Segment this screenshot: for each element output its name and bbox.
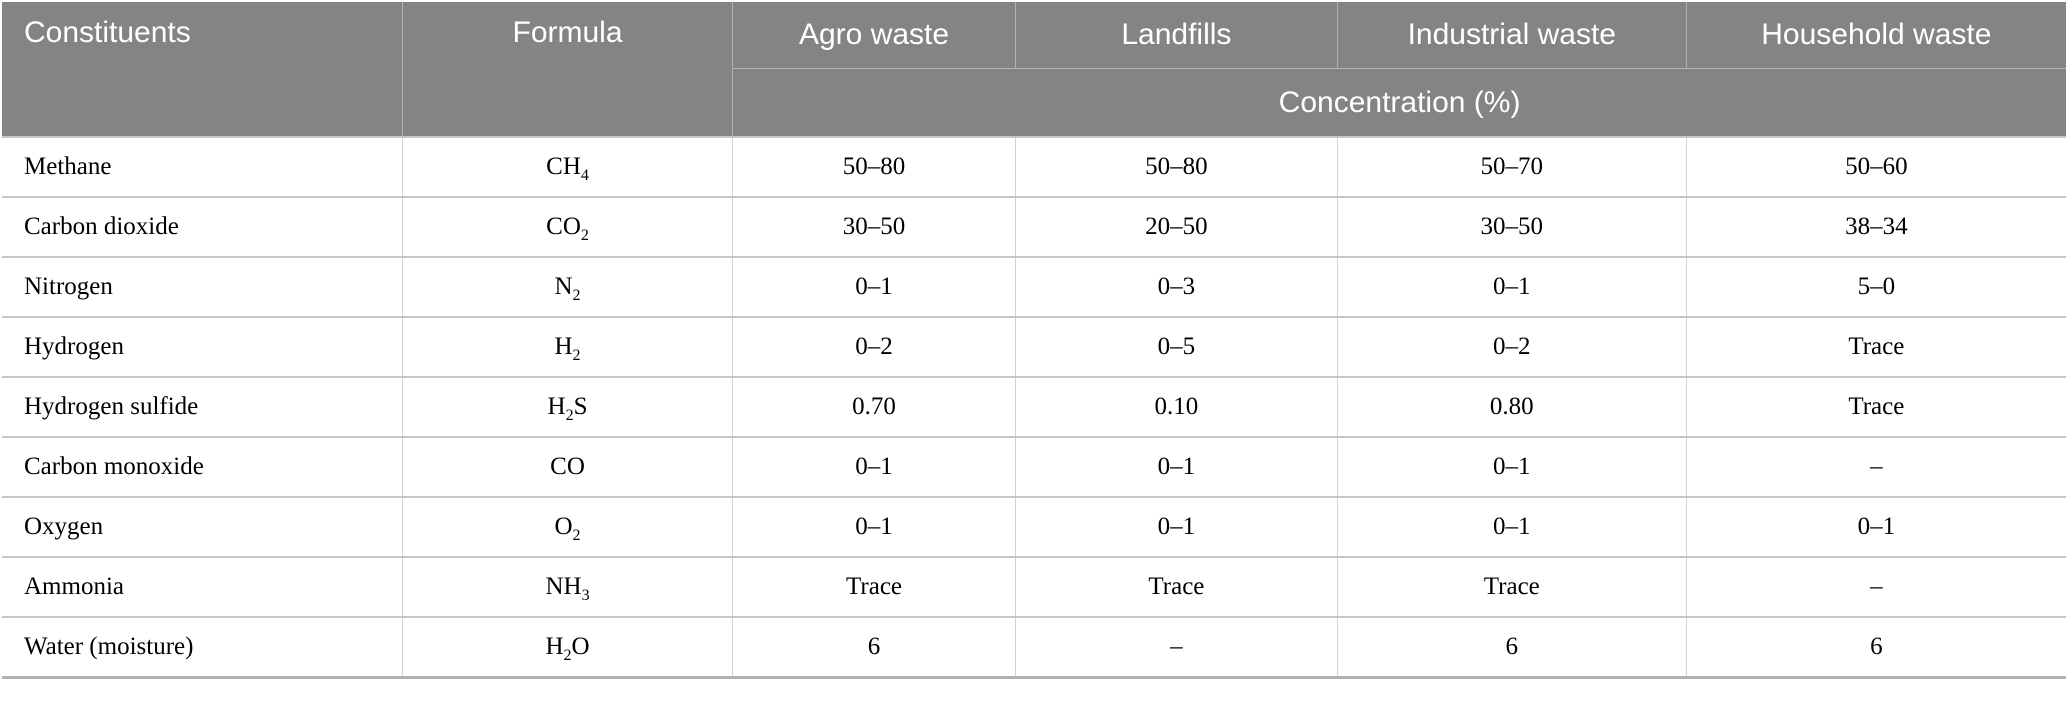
- constituent-cell: Oxygen: [2, 496, 403, 557]
- table-body: Methane CH4 50–80 50–80 50–70 50–60 Carb…: [2, 136, 2066, 679]
- table-row-ammonia: Ammonia NH3 Trace Trace Trace –: [2, 556, 2066, 617]
- constituents-concentration-table: Constituents Formula Agro waste Landfill…: [2, 2, 2066, 679]
- formula-cell: H2: [401, 316, 733, 377]
- value-cell-household: 38–34: [1685, 196, 2066, 257]
- concentration-span-header: Concentration (%): [732, 68, 2066, 137]
- formula-base: H: [547, 393, 566, 420]
- formula-base: CO: [546, 213, 581, 240]
- value-cell-agro: 0–1: [732, 256, 1016, 317]
- constituent-cell: Hydrogen: [2, 316, 403, 377]
- value-cell-landfills: –: [1014, 616, 1338, 679]
- formula-tail: S: [573, 393, 588, 420]
- table-row-nitrogen: Nitrogen N2 0–1 0–3 0–1 5–0: [2, 256, 2066, 317]
- formula-subscript: 2: [572, 287, 581, 304]
- value-cell-agro: 0–1: [732, 436, 1016, 497]
- formula-cell: O2: [401, 496, 733, 557]
- table-row-methane: Methane CH4 50–80 50–80 50–70 50–60: [2, 136, 2066, 197]
- formula-base: NH: [545, 573, 582, 600]
- value-cell-industrial: 0–1: [1336, 496, 1687, 557]
- col-header-industrial-waste: Industrial waste: [1336, 2, 1687, 69]
- formula-subscript: 2: [563, 647, 572, 664]
- value-cell-landfills: 0–5: [1014, 316, 1338, 377]
- value-cell-household: 5–0: [1685, 256, 2066, 317]
- formula-subscript: 2: [572, 347, 581, 364]
- table-row-hydrogen-sulfide: Hydrogen sulfide H2S 0.70 0.10 0.80 Trac…: [2, 376, 2066, 437]
- header-row-columns: Constituents Formula Agro waste Landfill…: [2, 2, 2066, 137]
- constituent-cell: Carbon monoxide: [2, 436, 403, 497]
- value-cell-household: –: [1685, 436, 2066, 497]
- constituent-cell: Methane: [2, 136, 403, 197]
- formula-base: N: [554, 273, 573, 300]
- formula-base: H: [545, 633, 564, 660]
- value-cell-agro: 6: [732, 616, 1016, 679]
- value-cell-landfills: Trace: [1014, 556, 1338, 617]
- value-cell-industrial: 0–2: [1336, 316, 1687, 377]
- formula-base: O: [554, 513, 573, 540]
- value-cell-landfills: 0.10: [1014, 376, 1338, 437]
- formula-subscript: 2: [565, 407, 574, 424]
- value-cell-industrial: 6: [1336, 616, 1687, 679]
- constituent-cell: Carbon dioxide: [2, 196, 403, 257]
- col-header-agro-waste: Agro waste: [732, 2, 1016, 69]
- formula-cell: H2S: [401, 376, 733, 437]
- table-row-hydrogen: Hydrogen H2 0–2 0–5 0–2 Trace: [2, 316, 2066, 377]
- value-cell-agro: 0.70: [732, 376, 1016, 437]
- value-cell-agro: 0–1: [732, 496, 1016, 557]
- formula-base: CO: [550, 453, 585, 480]
- formula-subscript: 2: [580, 227, 589, 244]
- value-cell-household: Trace: [1685, 316, 2066, 377]
- value-cell-industrial: 0–1: [1336, 256, 1687, 317]
- col-header-landfills: Landfills: [1014, 2, 1338, 69]
- value-cell-household: 0–1: [1685, 496, 2066, 557]
- formula-cell: CO2: [401, 196, 733, 257]
- formula-cell: H2O: [401, 616, 733, 679]
- value-cell-landfills: 0–1: [1014, 436, 1338, 497]
- value-cell-agro: 30–50: [732, 196, 1016, 257]
- formula-subscript: 2: [572, 527, 581, 544]
- formula-cell: CO: [401, 436, 733, 497]
- formula-cell: CH4: [401, 136, 733, 197]
- value-cell-household: –: [1685, 556, 2066, 617]
- formula-cell: N2: [401, 256, 733, 317]
- formula-cell: NH3: [401, 556, 733, 617]
- value-cell-industrial: Trace: [1336, 556, 1687, 617]
- table-row-carbon-monoxide: Carbon monoxide CO 0–1 0–1 0–1 –: [2, 436, 2066, 497]
- value-cell-household: 6: [1685, 616, 2066, 679]
- value-cell-agro: 50–80: [732, 136, 1016, 197]
- value-cell-agro: 0–2: [732, 316, 1016, 377]
- table-row-oxygen: Oxygen O2 0–1 0–1 0–1 0–1: [2, 496, 2066, 557]
- table-row-carbon-dioxide: Carbon dioxide CO2 30–50 20–50 30–50 38–…: [2, 196, 2066, 257]
- col-header-household-waste: Household waste: [1685, 2, 2066, 69]
- constituent-cell: Ammonia: [2, 556, 403, 617]
- value-cell-industrial: 0–1: [1336, 436, 1687, 497]
- table-header: Constituents Formula Agro waste Landfill…: [2, 2, 2066, 137]
- value-cell-household: Trace: [1685, 376, 2066, 437]
- value-cell-household: 50–60: [1685, 136, 2066, 197]
- formula-base: CH: [546, 153, 581, 180]
- value-cell-landfills: 20–50: [1014, 196, 1338, 257]
- formula-tail: O: [571, 633, 590, 660]
- value-cell-landfills: 0–3: [1014, 256, 1338, 317]
- constituent-cell: Nitrogen: [2, 256, 403, 317]
- value-cell-agro: Trace: [732, 556, 1016, 617]
- table-row-water-moisture: Water (moisture) H2O 6 – 6 6: [2, 616, 2066, 679]
- value-cell-industrial: 30–50: [1336, 196, 1687, 257]
- col-header-constituents: Constituents: [2, 2, 403, 137]
- constituent-cell: Hydrogen sulfide: [2, 376, 403, 437]
- value-cell-landfills: 0–1: [1014, 496, 1338, 557]
- formula-subscript: 4: [580, 167, 589, 184]
- col-header-formula: Formula: [401, 2, 733, 137]
- formula-subscript: 3: [581, 587, 590, 604]
- value-cell-industrial: 50–70: [1336, 136, 1687, 197]
- header-row-concentration: Concentration (%): [2, 68, 2066, 137]
- value-cell-landfills: 50–80: [1014, 136, 1338, 197]
- constituent-cell: Water (moisture): [2, 616, 403, 679]
- formula-base: H: [554, 333, 573, 360]
- value-cell-industrial: 0.80: [1336, 376, 1687, 437]
